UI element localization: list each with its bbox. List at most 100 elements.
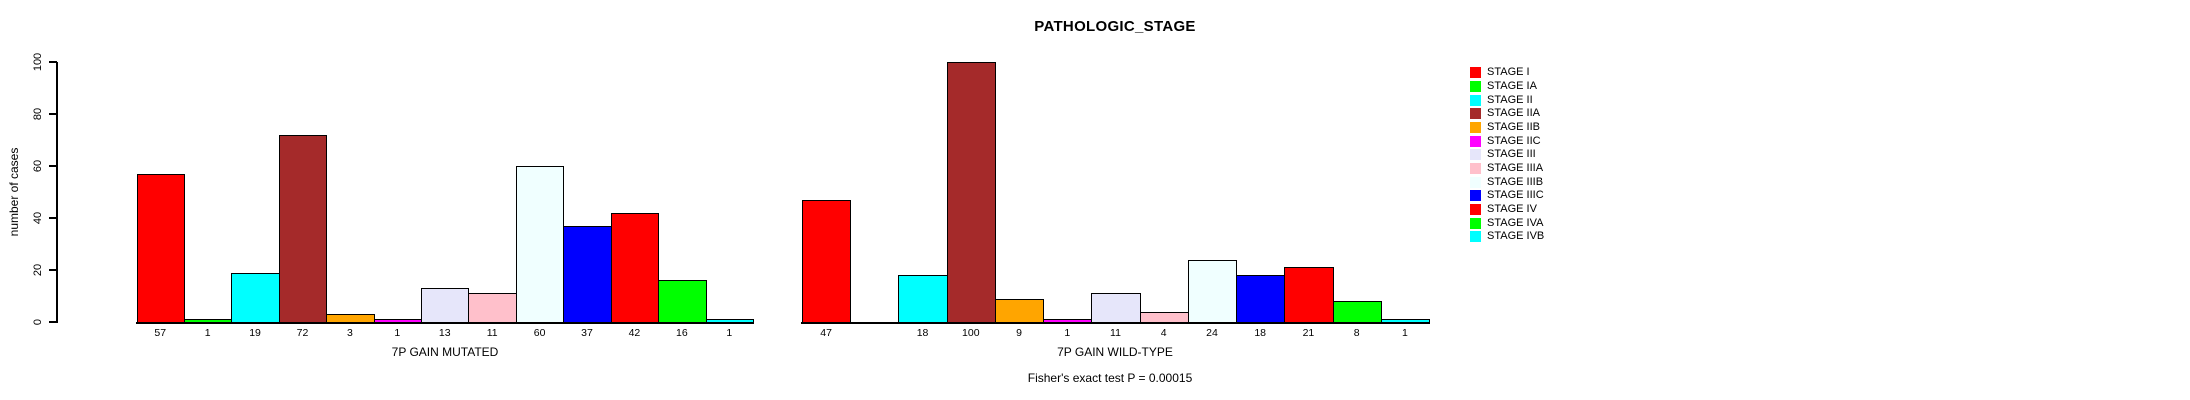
legend-item-label: STAGE II <box>1487 93 1533 106</box>
bar-stage-ivb <box>1380 319 1430 323</box>
bar-value-label: 24 <box>1206 327 1218 339</box>
bar-value-label: 47 <box>820 327 832 339</box>
bar-value-label: 11 <box>486 327 498 339</box>
legend-swatch <box>1470 176 1481 188</box>
bar-value-label: 100 <box>962 327 980 339</box>
bar-value-label: 1 <box>726 327 733 339</box>
legend-item-label: STAGE IIB <box>1487 120 1540 133</box>
bar-value-label: 13 <box>438 327 451 339</box>
y-axis-tick-label: 100 <box>32 52 44 72</box>
legend-item-stage-iic: STAGE IIC <box>1470 134 1544 148</box>
legend-item-label: STAGE IIIC <box>1487 189 1544 202</box>
bar-stage-iiib <box>1187 259 1238 323</box>
y-axis-tick <box>49 61 57 63</box>
bar-value-label: 42 <box>628 327 641 339</box>
bar-value-label: 8 <box>1353 327 1360 339</box>
bar-stage-iib <box>994 298 1045 323</box>
legend-item-label: STAGE IIIA <box>1487 161 1544 174</box>
legend-item-label: STAGE IIIB <box>1487 175 1544 188</box>
legend-swatch <box>1470 149 1481 161</box>
legend-item-stage-iiic: STAGE IIIC <box>1470 189 1544 203</box>
legend-item-label: STAGE IVB <box>1487 230 1545 243</box>
bar-stage-i <box>802 199 852 323</box>
bar-value-label: 1 <box>394 327 401 339</box>
bar-value-label: 3 <box>346 327 353 339</box>
x-axis-label-wild-type: 7P GAIN WILD-TYPE <box>1057 345 1173 359</box>
legend-swatch <box>1470 190 1481 202</box>
legend-item-stage-iiib: STAGE IIIB <box>1470 175 1544 189</box>
bar-value-label: 19 <box>249 327 261 339</box>
y-axis-tick <box>49 217 57 219</box>
bar-stage-iic <box>373 319 423 323</box>
bar-value-label: 57 <box>154 327 167 339</box>
chart-title: PATHOLOGIC_STAGE <box>1034 18 1196 35</box>
bar-value-label: 60 <box>533 327 546 339</box>
legend-swatch <box>1470 217 1481 229</box>
legend-swatch <box>1470 162 1481 174</box>
y-axis-label: number of cases <box>7 147 21 237</box>
bar-value-label: 37 <box>581 327 593 339</box>
legend-item-stage-ii: STAGE II <box>1470 93 1544 107</box>
bar-value-label: 1 <box>204 327 211 339</box>
bar-stage-iia <box>278 134 328 323</box>
legend-item-stage-ia: STAGE IA <box>1470 80 1544 94</box>
bar-stage-iv <box>610 212 660 323</box>
bar-stage-i <box>136 173 185 323</box>
legend-swatch <box>1470 67 1481 79</box>
legend-item-stage-iia: STAGE IIA <box>1470 107 1544 121</box>
fisher-test-annotation: Fisher's exact test P = 0.00015 <box>1027 371 1193 385</box>
bar-value-label: 1 <box>1401 327 1408 339</box>
y-axis-tick <box>49 165 57 167</box>
bar-value-label: 18 <box>1254 327 1267 339</box>
legend-swatch <box>1470 121 1481 133</box>
y-axis-tick-label: 20 <box>32 263 44 277</box>
bar-stage-iva <box>1332 301 1382 323</box>
legend-swatch <box>1470 108 1481 120</box>
bar-value-label: 21 <box>1302 327 1315 339</box>
bar-stage-iiia <box>468 293 517 323</box>
legend-swatch <box>1470 135 1481 147</box>
legend-item-stage-iva: STAGE IVA <box>1470 216 1544 230</box>
bar-stage-iia <box>946 62 996 323</box>
bar-stage-iic <box>1043 319 1093 323</box>
y-axis-tick <box>49 269 57 271</box>
bar-value-label: 16 <box>676 327 688 339</box>
legend-swatch <box>1470 231 1481 243</box>
bar-stage-ii <box>898 275 948 323</box>
y-axis-line <box>56 61 58 323</box>
legend-item-label: STAGE IIA <box>1487 107 1540 120</box>
bar-stage-iiia <box>1139 311 1189 323</box>
bar-value-label: 1 <box>1064 327 1071 339</box>
legend: STAGE I STAGE IA STAGE II STAGE IIA STAGE II… <box>1470 66 1544 244</box>
bar-stage-ia <box>183 319 233 323</box>
y-axis-tick <box>49 321 57 323</box>
legend-item-label: STAGE IVA <box>1487 216 1544 229</box>
legend-item-stage-iii: STAGE III <box>1470 148 1544 162</box>
legend-item-stage-iiia: STAGE IIIA <box>1470 162 1544 176</box>
legend-item-label: STAGE IA <box>1487 79 1537 92</box>
y-axis-tick <box>49 113 57 115</box>
y-axis-tick-label: 60 <box>32 159 44 173</box>
bar-stage-ii <box>231 272 280 323</box>
bar-value-label: 4 <box>1160 327 1167 339</box>
legend-item-stage-iv: STAGE IV <box>1470 203 1544 217</box>
bar-stage-iv <box>1284 267 1334 323</box>
bar-stage-iiic <box>1236 275 1286 323</box>
bar-stage-ivb <box>705 319 754 323</box>
legend-item-label: STAGE I <box>1487 66 1530 79</box>
y-axis-tick-label: 80 <box>32 107 44 121</box>
bar-value-label: 18 <box>916 327 929 339</box>
legend-item-stage-i: STAGE I <box>1470 66 1544 80</box>
legend-swatch <box>1470 80 1481 92</box>
legend-item-label: STAGE IIC <box>1487 134 1541 147</box>
legend-item-stage-ivb: STAGE IVB <box>1470 230 1544 244</box>
x-axis-label-mutated: 7P GAIN MUTATED <box>391 345 499 359</box>
legend-item-stage-iib: STAGE IIB <box>1470 121 1544 135</box>
legend-swatch <box>1470 203 1481 215</box>
bar-stage-iiib <box>515 166 565 323</box>
y-axis-tick-label: 0 <box>32 318 44 326</box>
bar-stage-iib <box>326 314 375 323</box>
bar-stage-iva <box>658 280 707 323</box>
y-axis-tick-label: 40 <box>32 211 44 225</box>
